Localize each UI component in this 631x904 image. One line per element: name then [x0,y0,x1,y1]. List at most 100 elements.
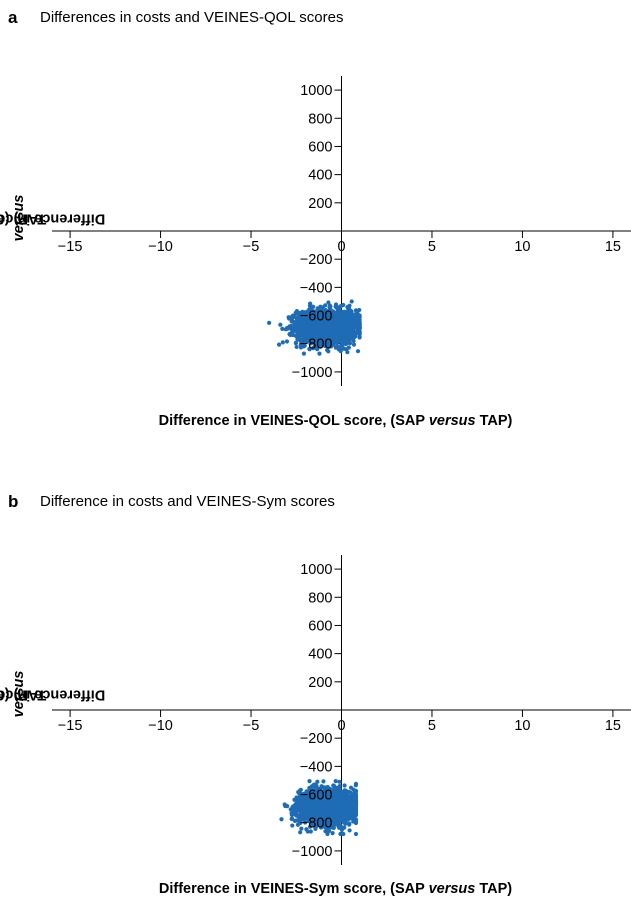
scatter-point [342,800,347,805]
scatter-point [353,334,358,339]
scatter-point [335,817,341,822]
scatter-point [327,323,333,328]
scatter-point [304,323,309,328]
y-tick-label: 1000 [300,562,332,578]
scatter-point [325,793,330,798]
scatter-point [310,324,315,329]
scatter-point [345,802,350,808]
scatter-point [341,346,347,351]
scatter-point [335,789,340,794]
scatter-point [344,319,349,324]
scatter-points [279,779,359,837]
scatter-point [282,802,287,807]
scatter-point [329,799,334,805]
scatter-point [306,795,311,800]
scatter-point [299,796,305,801]
scatter-point [311,304,316,309]
y-tick-label: −1000 [292,844,333,860]
scatter-point [301,312,306,317]
scatter-point [343,821,348,826]
chart-title: Difference in costs and VEINES-Sym score… [40,493,335,510]
scatter-point [306,311,312,316]
scatter-point [341,831,346,837]
scatter-point [357,335,362,340]
x-tick-label: 15 [605,718,621,734]
x-tick-label: −15 [58,718,83,734]
y-tick-label: 800 [308,590,332,606]
scatter-point [316,344,322,349]
scatter-point [301,801,306,806]
scatter-point [309,317,314,322]
scatter-point [316,325,321,331]
x-axis-label: Difference in VEINES-QOL score, (SAP ver… [158,413,513,429]
scatter-point [314,808,319,814]
scatter-point [353,789,359,794]
scatter-point [290,316,295,321]
scatter-point [308,301,313,306]
scatter-point [322,333,327,338]
scatter-point [332,813,337,818]
scatter-point [302,813,307,819]
scatter-point [329,803,334,808]
scatter-point [290,331,295,336]
scatter-point [318,329,323,334]
scatter-point [318,322,324,327]
scatter-point [353,308,359,313]
scatter-point [330,831,335,836]
x-tick-label: −10 [148,239,173,255]
scatter-point [313,826,318,832]
scatter-point [308,829,313,834]
y-tick-label: −200 [300,252,333,268]
scatter-point [322,337,327,343]
scatter-point [333,779,338,784]
y-tick-label: −800 [300,816,333,832]
scatter-point [267,320,272,325]
y-tick-label: 200 [308,675,332,691]
scatter-point [279,817,284,822]
x-tick-label: 0 [337,239,345,255]
scatter-point [331,319,336,324]
scatter-point [319,793,324,798]
scatter-point [299,826,304,831]
scatter-point [307,346,312,352]
scatter-point [307,824,313,829]
scatter-point [326,300,331,305]
scatter-point [296,326,301,332]
scatter-point [311,791,316,796]
x-tick-label: −10 [148,718,173,734]
scatter-point [309,784,315,789]
scatter-point [347,816,352,821]
scatter-point [351,338,356,344]
scatter-point [317,316,322,321]
scatter-point [297,334,302,339]
scatter-point [338,824,343,829]
scatter-point [353,801,359,806]
scatter-point [297,314,302,320]
scatter-point [320,814,325,819]
scatter-point [357,331,362,336]
scatter-point [334,311,339,316]
scatter-point [335,344,340,349]
scatter-point [352,312,357,317]
scatter-point [326,825,332,830]
scatter-point [325,817,330,822]
scatter-point [347,821,352,826]
x-tick-label: −15 [58,239,83,255]
scatter-point [349,335,354,340]
scatter-point [307,817,313,822]
y-tick-label: 800 [308,111,332,127]
scatter-point [337,783,342,789]
scatter-point [335,315,340,320]
scatter-point [334,804,340,810]
x-tick-label: 10 [514,718,530,734]
scatter-point [326,828,332,833]
scatter-point [306,329,311,335]
y-tick-label: 400 [308,647,332,663]
scatter-point [299,339,304,344]
scatter-point [354,322,359,327]
x-tick-label: 5 [428,718,436,734]
scatter-point [289,816,294,822]
scatter-point [300,808,306,814]
y-tick-label: −200 [300,731,333,747]
scatter-point [318,803,323,808]
